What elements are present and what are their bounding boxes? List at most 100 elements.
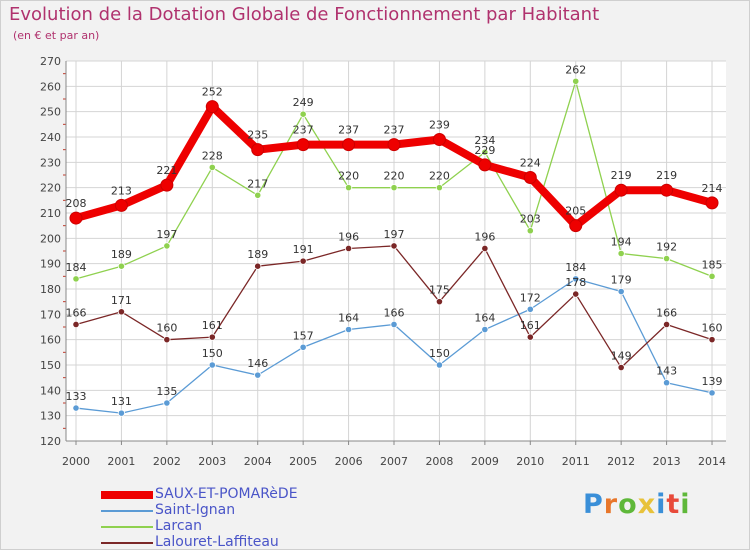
data-point	[526, 227, 534, 235]
data-point	[251, 143, 265, 157]
data-point	[572, 77, 580, 85]
data-point	[208, 163, 216, 171]
data-point	[163, 399, 171, 407]
x-tick-label: 2003	[198, 455, 226, 468]
y-tick-label: 130	[40, 410, 61, 423]
data-point	[523, 171, 537, 185]
data-point	[254, 191, 262, 199]
data-label: 184	[565, 261, 586, 274]
legend-label: Saint-Ignan	[155, 502, 236, 518]
y-tick-label: 140	[40, 384, 61, 397]
x-tick-label: 2012	[607, 455, 635, 468]
data-label: 234	[474, 134, 495, 147]
data-label: 135	[156, 385, 177, 398]
data-label: 133	[66, 390, 87, 403]
logo-letter: i	[656, 489, 667, 520]
data-point	[432, 133, 446, 147]
x-tick-label: 2002	[153, 455, 181, 468]
data-point	[208, 333, 216, 341]
data-label: 217	[247, 177, 268, 190]
data-label: 224	[520, 157, 541, 170]
x-tick-label: 2000	[62, 455, 90, 468]
x-tick-label: 2007	[380, 455, 408, 468]
x-tick-label: 2001	[107, 455, 135, 468]
logo-letter: P	[583, 489, 604, 520]
data-label: 179	[611, 274, 632, 287]
data-point	[572, 290, 580, 298]
data-label: 197	[156, 228, 177, 241]
legend-swatch	[101, 510, 153, 512]
y-tick-label: 170	[40, 308, 61, 321]
data-point	[705, 196, 719, 210]
data-label: 197	[384, 228, 405, 241]
x-tick-label: 2013	[653, 455, 681, 468]
data-label: 166	[656, 306, 677, 319]
data-point	[617, 287, 625, 296]
data-point	[163, 336, 171, 344]
data-label: 185	[702, 258, 723, 271]
data-point	[299, 257, 307, 265]
grid	[66, 60, 726, 442]
x-tick-label: 2008	[425, 455, 453, 468]
data-point	[163, 242, 171, 250]
data-label: 160	[702, 322, 723, 335]
data-label: 249	[293, 96, 314, 109]
data-point	[435, 298, 444, 306]
logo-letter: x	[637, 489, 657, 520]
data-label: 171	[111, 294, 132, 307]
data-point	[435, 184, 444, 192]
data-label: 219	[656, 169, 677, 182]
data-point	[526, 305, 534, 313]
data-point	[708, 272, 716, 280]
axes: 120 130 140 150 160 170 180 190 200 210 220 230 240 2…	[40, 55, 726, 468]
data-label: 189	[111, 248, 132, 261]
x-tick-label: 2014	[698, 455, 726, 468]
y-tick-label: 240	[40, 131, 61, 144]
data-label: 194	[611, 236, 632, 249]
y-tick-label: 190	[40, 258, 61, 271]
data-point	[205, 100, 219, 114]
data-point	[208, 361, 216, 369]
data-label: 161	[520, 319, 541, 332]
data-point	[617, 363, 625, 372]
data-point	[569, 219, 583, 233]
data-label: 252	[202, 86, 223, 99]
data-point	[344, 244, 353, 253]
data-label: 191	[293, 243, 314, 256]
data-label: 203	[520, 213, 541, 226]
data-label: 143	[656, 365, 677, 378]
data-label: 228	[202, 149, 223, 162]
legend-swatch	[101, 491, 153, 499]
data-point	[254, 371, 262, 379]
data-point	[660, 183, 674, 197]
x-tick-label: 2010	[516, 455, 544, 468]
y-tick-label: 270	[40, 55, 61, 68]
data-label: 175	[429, 284, 450, 297]
data-label: 214	[702, 182, 723, 195]
data-label: 184	[66, 261, 87, 274]
data-label: 221	[156, 164, 177, 177]
data-point	[342, 138, 356, 152]
data-point	[387, 138, 401, 152]
data-label: 164	[474, 312, 495, 325]
plot-area	[66, 61, 726, 441]
data-point	[390, 242, 398, 250]
data-label: 262	[565, 63, 586, 76]
data-point	[254, 262, 262, 270]
data-label: 239	[429, 119, 450, 132]
data-point	[708, 336, 716, 344]
legend-swatch	[101, 526, 153, 528]
data-point	[390, 320, 398, 329]
data-label: 166	[384, 306, 405, 319]
data-label: 196	[338, 230, 359, 243]
data-label: 229	[474, 144, 495, 157]
y-tick-label: 200	[40, 232, 61, 245]
x-tick-label: 2005	[289, 455, 317, 468]
data-label: 150	[429, 347, 450, 360]
data-point	[117, 308, 126, 316]
data-label: 131	[111, 395, 132, 408]
data-point	[662, 255, 671, 263]
data-point	[299, 110, 307, 118]
data-label: 149	[611, 350, 632, 363]
